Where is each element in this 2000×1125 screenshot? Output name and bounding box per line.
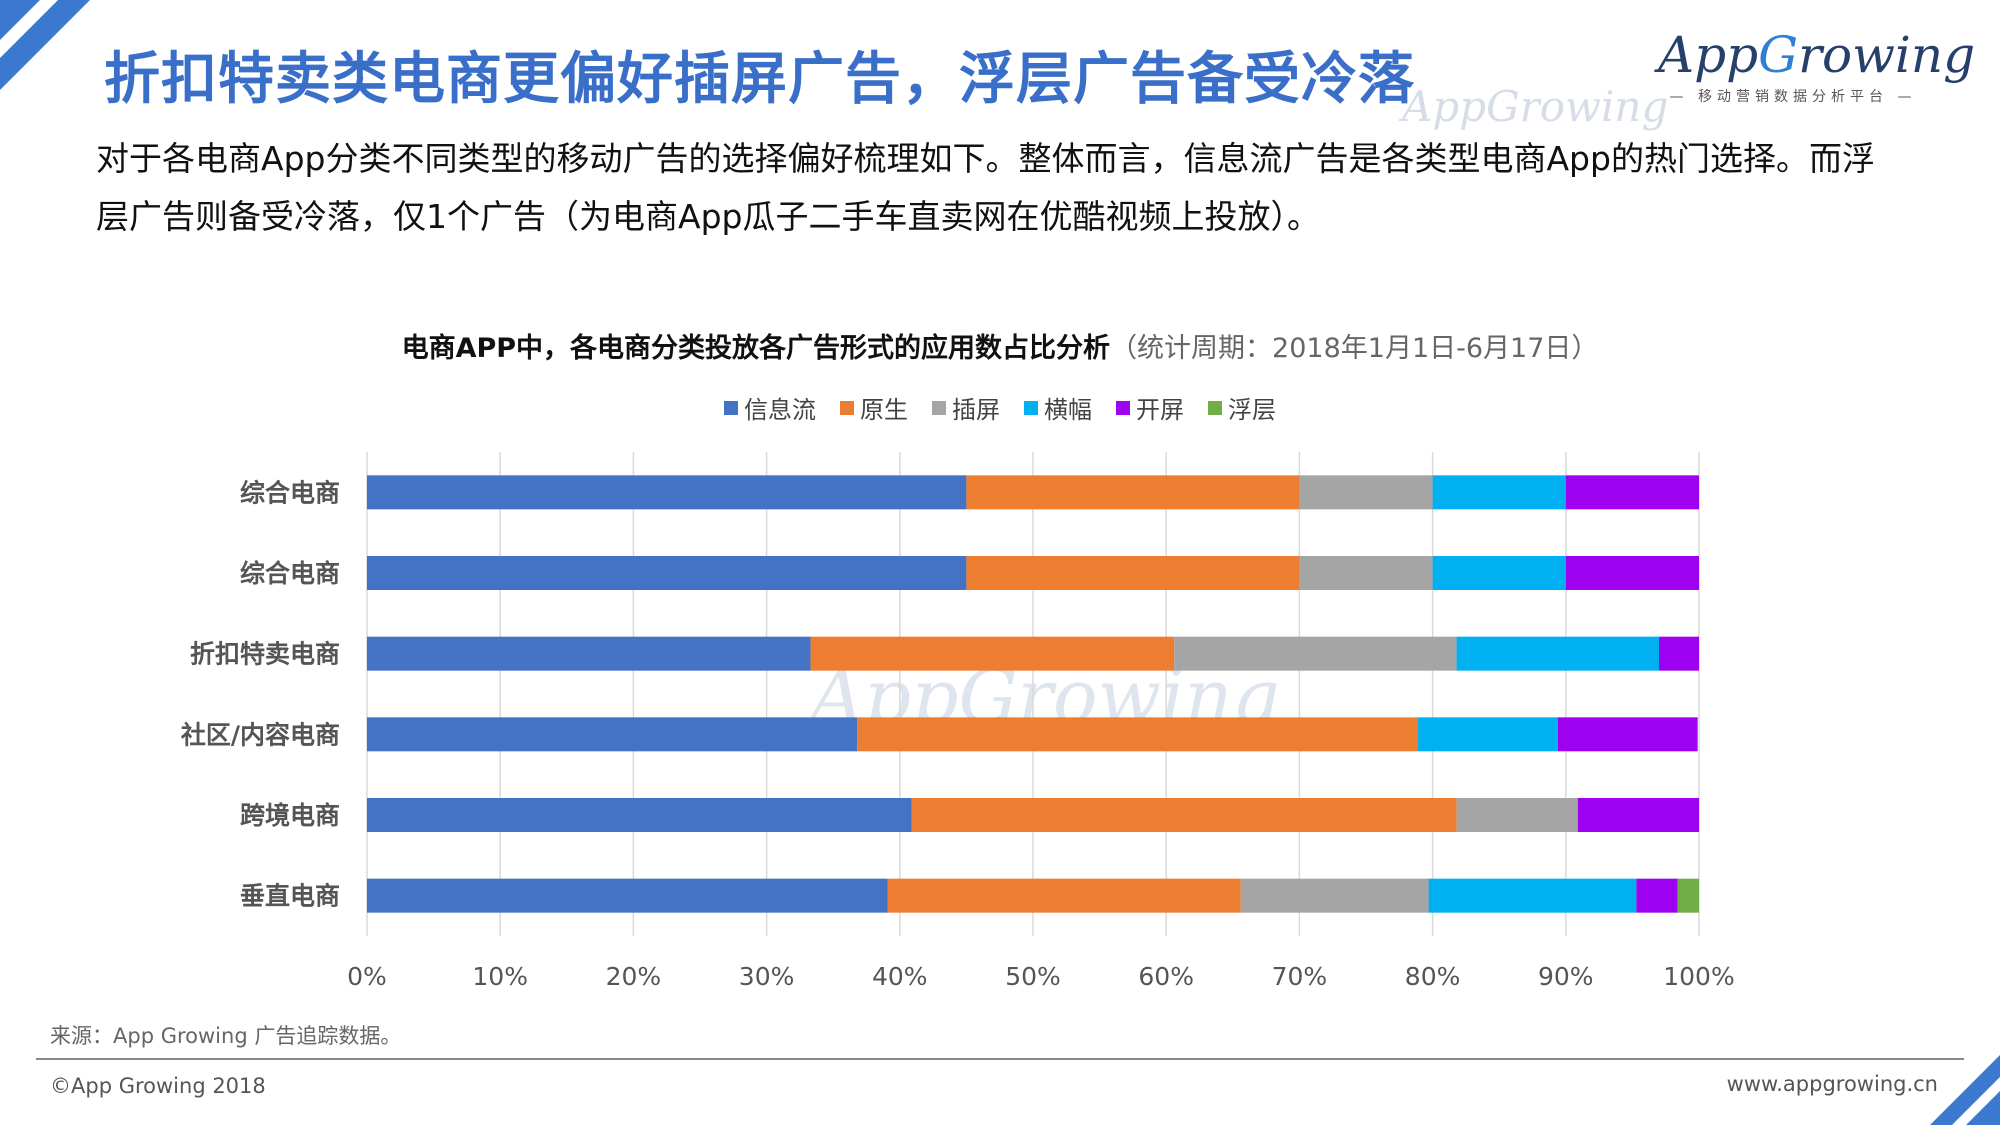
corner-decoration-top-left: [0, 0, 90, 90]
x-tick-label: 70%: [1272, 962, 1328, 991]
legend-label: 横幅: [1044, 396, 1092, 424]
bar-segment: [1428, 878, 1637, 913]
logo-subtitle: — 移动营销数据分析平台 —: [1669, 89, 1917, 105]
legend-item: 浮层: [1208, 390, 1276, 425]
copyright: ©App Growing 2018: [50, 1074, 266, 1098]
legend-label: 原生: [860, 396, 908, 424]
x-tick-label: 10%: [472, 962, 528, 991]
footer-divider: [36, 1058, 1964, 1060]
bar-segment: [887, 878, 1241, 913]
corner-decoration-bottom-right: [1930, 1055, 2000, 1125]
y-category-label: 社区/内容电商: [181, 720, 340, 749]
y-category-label: 跨境电商: [240, 801, 340, 830]
source-note: 来源：App Growing 广告追踪数据。: [50, 1024, 402, 1048]
legend-swatch: [1116, 400, 1130, 415]
x-tick-label: 50%: [1005, 962, 1061, 991]
legend-item: 信息流: [724, 390, 816, 425]
intro-paragraph: 对于各电商App分类不同类型的移动广告的选择偏好梳理如下。整体而言，信息流广告是…: [96, 139, 1875, 236]
y-category-label: 综合电商: [240, 478, 340, 507]
legend-swatch: [840, 400, 854, 415]
bar-segment: [966, 475, 1300, 510]
bar-segment: [1174, 636, 1457, 671]
bar-segment: [1240, 878, 1429, 913]
bar-segment: [1677, 878, 1699, 913]
bar-segment: [1456, 636, 1660, 671]
x-tick-label: 20%: [606, 962, 662, 991]
bar-segment: [1432, 475, 1566, 510]
brand-logo: AppGrowing — 移动营销数据分析平台 —: [1658, 26, 1976, 106]
website-link[interactable]: www.appgrowing.cn: [1726, 1072, 1938, 1096]
legend-label: 开屏: [1136, 396, 1184, 424]
chart-title-period: （统计周期：2018年1月1日-6月17日）: [1110, 333, 1599, 364]
bar-segment: [1636, 878, 1678, 913]
bar-segment: [367, 717, 858, 752]
legend-label: 插屏: [952, 396, 1000, 424]
bar-segment: [857, 717, 1418, 752]
legend-item: 原生: [840, 390, 908, 425]
legend-swatch: [1024, 400, 1038, 415]
x-tick-label: 0%: [347, 962, 387, 991]
bar-segment: [1299, 475, 1433, 510]
bar-segment: [1577, 798, 1699, 832]
bar-segment: [810, 636, 1175, 671]
bar-segment: [367, 798, 912, 832]
bar-segment: [966, 556, 1300, 590]
legend-swatch: [1208, 400, 1222, 415]
legend-item: 开屏: [1116, 390, 1184, 425]
watermark-top: AppGrowing: [1402, 82, 1669, 131]
legend-swatch: [932, 400, 946, 415]
bar-segment: [1659, 636, 1699, 671]
bar-segment: [1299, 556, 1433, 590]
logo-wordmark: AppGrowing: [1658, 26, 1976, 84]
x-tick-label: 80%: [1405, 962, 1461, 991]
chart-title-main: 电商APP中，各电商分类投放各广告形式的应用数占比分析: [401, 333, 1111, 364]
legend-item: 横幅: [1024, 390, 1092, 425]
x-tick-label: 40%: [872, 962, 928, 991]
legend-label: 浮层: [1228, 396, 1276, 424]
bar-segment: [1565, 556, 1699, 590]
x-tick-label: 100%: [1663, 962, 1734, 991]
y-category-label: 折扣特卖电商: [190, 640, 340, 669]
legend-label: 信息流: [744, 396, 816, 424]
chart-title: 电商APP中，各电商分类投放各广告形式的应用数占比分析（统计周期：2018年1月…: [0, 326, 2000, 365]
chart-legend: 信息流 原生 插屏 横幅 开屏 浮层: [0, 390, 2000, 425]
bar-segment: [1432, 556, 1566, 590]
bar-segment: [1557, 717, 1698, 752]
legend-item: 插屏: [932, 390, 1000, 425]
y-category-label: 综合电商: [240, 559, 340, 588]
bar-segment: [1565, 475, 1699, 510]
bar-segment: [911, 798, 1457, 832]
bar-segment: [1417, 717, 1558, 752]
bar-segment: [367, 636, 811, 671]
x-tick-label: 90%: [1538, 962, 1594, 991]
bar-segment: [1456, 798, 1578, 832]
x-tick-label: 60%: [1138, 962, 1194, 991]
x-tick-label: 30%: [739, 962, 795, 991]
page-title: 折扣特卖类电商更偏好插屏广告，浮层广告备受冷落: [104, 47, 1415, 112]
y-category-label: 垂直电商: [240, 882, 340, 911]
bar-segment: [367, 878, 888, 913]
bar-segment: [367, 475, 967, 510]
bar-segment: [367, 556, 967, 590]
legend-swatch: [724, 400, 738, 415]
